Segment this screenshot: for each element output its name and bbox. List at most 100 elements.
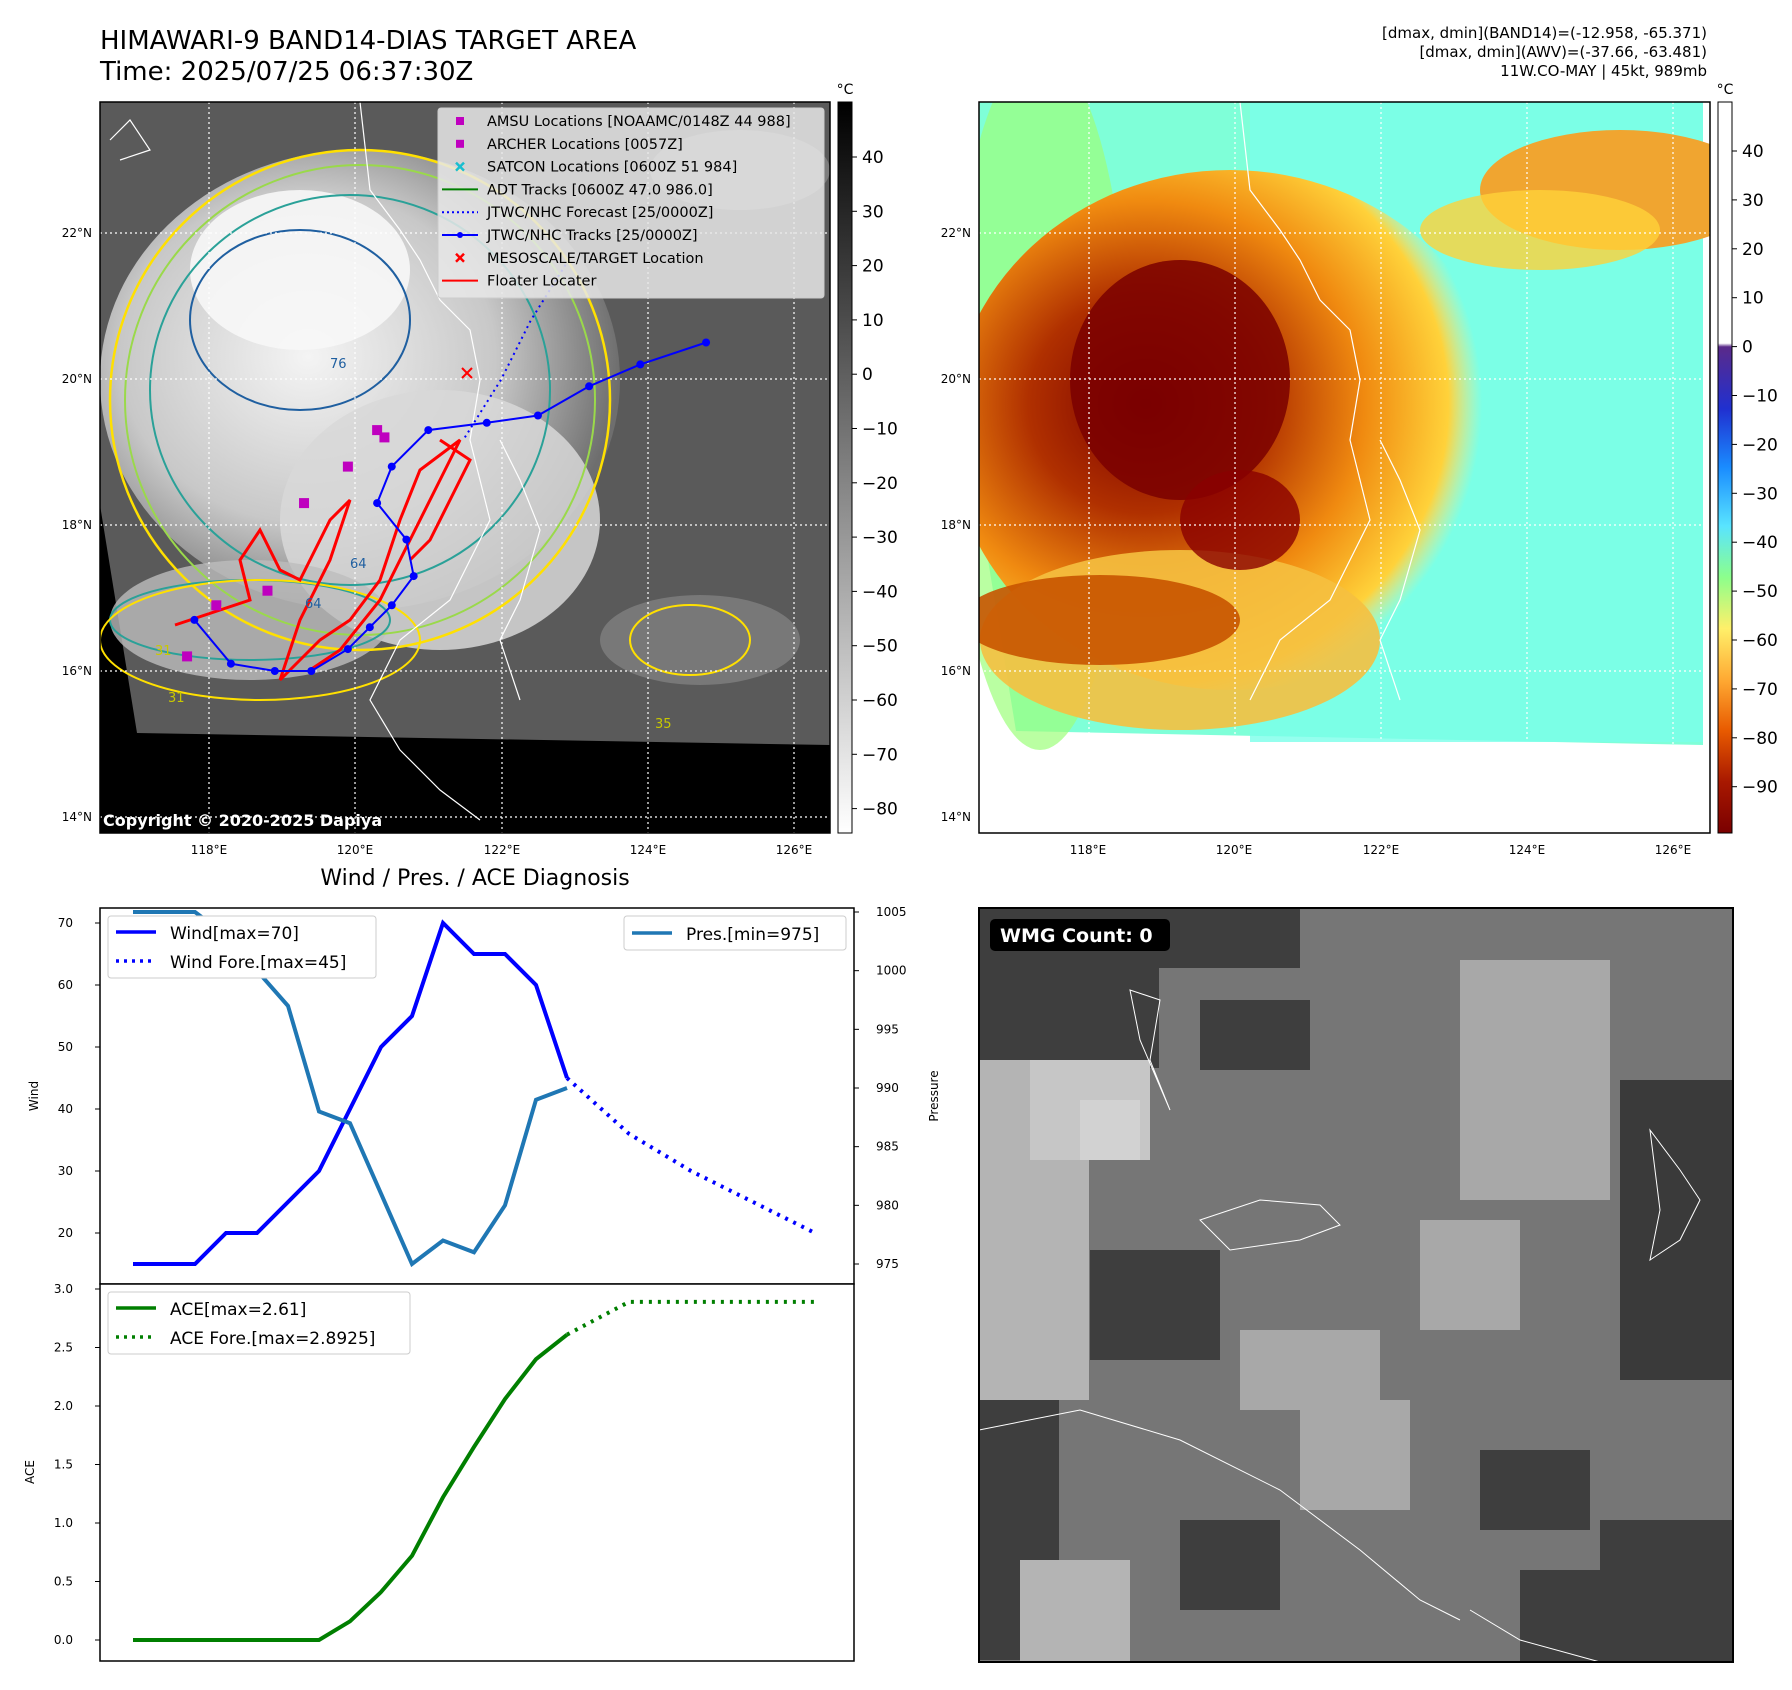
pressure-legend: Pres.[min=975] [623, 915, 847, 951]
colorbar-tick-label: −60 [1742, 631, 1778, 651]
colorbar-tick-label: 40 [862, 148, 884, 168]
ace-tick-label: 2.0 [54, 1399, 73, 1413]
legend-label-ace: ACE[max=2.61] [170, 1300, 306, 1320]
amsu-point [262, 585, 273, 596]
track-point [585, 382, 594, 391]
colorbar-tick-label: 0 [1742, 338, 1753, 358]
colorbar-tick-label: −40 [862, 582, 898, 602]
wind-axis-ticks: 20 30 40 50 60 70 [58, 916, 100, 1240]
lon-tick-label: 120°E [1216, 843, 1253, 857]
lat-tick-label: 16°N [941, 664, 971, 678]
lat-tick-label: 22°N [62, 226, 92, 240]
colorbar-tick-label: 0 [862, 365, 873, 385]
colorbar-tick-label: −20 [1742, 435, 1778, 455]
track-point [409, 572, 418, 581]
track-point [270, 667, 279, 675]
colorbar-tick-label: −10 [862, 420, 898, 440]
series-line [133, 919, 569, 1266]
ace-tick-label: 1.0 [54, 1516, 73, 1530]
lat-tick-label: 16°N [62, 664, 92, 678]
track-point [636, 360, 645, 369]
legend-label-ace-forecast: ACE Fore.[max=2.8925] [170, 1329, 375, 1349]
colorbar-tick-label: −90 [1742, 778, 1778, 798]
series-line [565, 1076, 816, 1235]
track-point [365, 623, 374, 632]
lat-tick-label: 22°N [941, 226, 971, 240]
lat-tick-label: 18°N [941, 518, 971, 532]
colorbar-tick-label: 20 [862, 257, 884, 277]
lat-tick-label: 14°N [941, 810, 971, 824]
legend-label: ARCHER Locations [0057Z] [487, 137, 683, 153]
info-storm: 11W.CO-MAY | 45kt, 989mb [1500, 62, 1707, 80]
wind-tick-label: 70 [58, 916, 73, 930]
lon-tick-label: 118°E [1070, 843, 1107, 857]
wmg-imagery [979, 908, 1733, 1662]
colorbar-tick-label: −40 [1742, 533, 1778, 553]
track-point [402, 535, 411, 544]
contour-label: 76 [330, 357, 347, 372]
wmg-badge [990, 919, 1170, 951]
legend-label: MESOSCALE/TARGET Location [487, 251, 704, 267]
ace-tick-label: 3.0 [54, 1282, 73, 1296]
colorbar-tick-label: 10 [862, 311, 884, 331]
ace-tick-label: 2.5 [54, 1341, 73, 1355]
ace-tick-label: 0.5 [54, 1575, 73, 1589]
amsu-point [299, 498, 310, 509]
colorbar-tick-label: −50 [862, 637, 898, 657]
amsu-point [372, 425, 383, 436]
wind-tick-label: 50 [58, 1040, 73, 1054]
amsu-point [342, 461, 353, 472]
track-point [533, 411, 542, 420]
lon-tick-label: 126°E [1655, 843, 1692, 857]
amsu-point [379, 432, 390, 443]
legend-marker-x [455, 161, 465, 172]
colorbar-tick-label: −80 [1742, 729, 1778, 749]
colorbar-tick-label: 40 [1742, 142, 1764, 162]
track-point [387, 601, 396, 610]
amsu-point [182, 651, 193, 662]
lon-tick-label: 126°E [776, 843, 813, 857]
legend-label-wind: Wind[max=70] [170, 924, 299, 944]
colorbar-tick-label: −30 [1742, 484, 1778, 504]
track-point [307, 667, 316, 675]
lon-tick-label: 122°E [484, 843, 521, 857]
wmg-count-text: WMG Count: 0 [1000, 925, 1153, 947]
ace-axis-ticks: 0.0 0.5 1.0 1.5 2.0 2.5 3.0 [54, 1282, 100, 1647]
ace-legend: ACE[max=2.61] ACE Fore.[max=2.8925] [107, 1291, 411, 1355]
pressure-tick-label: 1000 [876, 964, 907, 978]
track-point [387, 462, 396, 471]
legend-label: AMSU Locations [NOAAMC/0148Z 44 988] [487, 114, 791, 130]
legend-label: ADT Tracks [0600Z 47.0 986.0] [487, 182, 713, 198]
diagnosis-chart-title: Wind / Pres. / ACE Diagnosis [320, 866, 629, 891]
info-band14-range: [dmax, dmin](BAND14)=(-12.958, -65.371) [1382, 24, 1707, 42]
contour-label: 64 [305, 597, 322, 612]
wind-tick-label: 60 [58, 978, 73, 992]
awv-map-frame [978, 101, 1711, 834]
colorbar-tick-label: −30 [862, 528, 898, 548]
awv-imagery [979, 102, 1710, 833]
figure-title: HIMAWARI-9 BAND14-DIAS TARGET AREA [100, 26, 637, 56]
colorbar-tick-label: −70 [862, 745, 898, 765]
band14-legend: AMSU Locations [NOAAMC/0148Z 44 988] ARCH… [437, 107, 825, 299]
band14-map-axis-labels: 22°N 20°N 18°N 16°N 14°N 118°E 120°E 122°E 124°E… [62, 226, 813, 857]
contour-label: 35 [655, 717, 672, 732]
track-point [226, 659, 235, 668]
wind-tick-label: 20 [58, 1226, 73, 1240]
band14-colorbar [837, 101, 853, 834]
pressure-tick-label: 1005 [876, 905, 907, 919]
wmg-frame [978, 907, 1734, 1663]
wind-axis-label: Wind [27, 1081, 41, 1111]
pressure-tick-label: 975 [876, 1257, 899, 1271]
figure-time: Time: 2025/07/25 06:37:30Z [100, 57, 474, 87]
copyright-text: Copyright © 2020-2025 Dapiya [103, 811, 382, 830]
pressure-tick-label: 995 [876, 1022, 899, 1036]
colorbar-tick-label: −80 [862, 800, 898, 820]
awv-colorbar-ticks: 40 30 20 10 0 −10 −20 −30 −40 −50 −60 −70 −80 −90 [1732, 142, 1778, 798]
series-line [566, 1299, 815, 1337]
legend-marker-square [456, 139, 464, 148]
contour-label: 31 [155, 644, 172, 659]
lat-tick-label: 20°N [941, 372, 971, 386]
track-point [482, 418, 491, 427]
ace-axis-label: ACE [23, 1460, 37, 1484]
lon-tick-label: 122°E [1363, 843, 1400, 857]
